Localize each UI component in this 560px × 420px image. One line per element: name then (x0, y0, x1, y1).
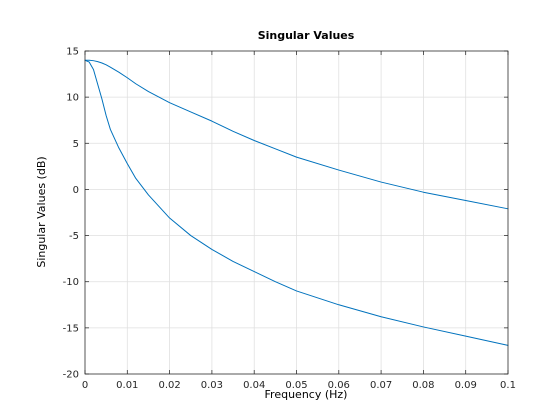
x-tick-label: 0.09 (455, 380, 477, 391)
y-tick-label: -10 (63, 277, 79, 288)
y-tick-label: 15 (66, 47, 79, 58)
x-tick-label: 0.1 (500, 380, 516, 391)
chart-title: Singular Values (258, 29, 355, 42)
series-lines (84, 59, 509, 346)
series-line-2 (84, 59, 509, 346)
y-tick-label: -15 (63, 323, 79, 334)
x-tick-label: 0.06 (328, 380, 350, 391)
x-tick-label: 0.08 (412, 380, 434, 391)
x-tick-labels: 0 0.01 0.02 0.03 0.04 0.05 0.06 0.07 0.08 0.09 0.1 (82, 380, 516, 391)
y-tick-label: -20 (63, 370, 79, 381)
x-tick-label: 0 (82, 380, 88, 391)
y-tick-labels: -20 -15 -10 -5 0 5 10 15 (63, 47, 79, 381)
x-tick-label: 0.02 (158, 380, 180, 391)
x-tick-label: 0.01 (116, 380, 138, 391)
y-tick-label: 0 (73, 185, 79, 196)
y-tick-label: -5 (69, 231, 79, 242)
x-tick-label: 0.05 (285, 380, 307, 391)
series-line-1 (84, 59, 509, 210)
x-tick-label: 0.04 (243, 380, 265, 391)
y-tick-label: 10 (66, 93, 79, 104)
axis-ticks (84, 50, 509, 375)
y-axis-label: Singular Values (dB) (35, 156, 48, 267)
x-tick-label: 0.03 (201, 380, 223, 391)
y-tick-label: 5 (73, 139, 79, 150)
x-axis-label: Frequency (Hz) (265, 388, 348, 401)
x-tick-label: 0.07 (370, 380, 392, 391)
